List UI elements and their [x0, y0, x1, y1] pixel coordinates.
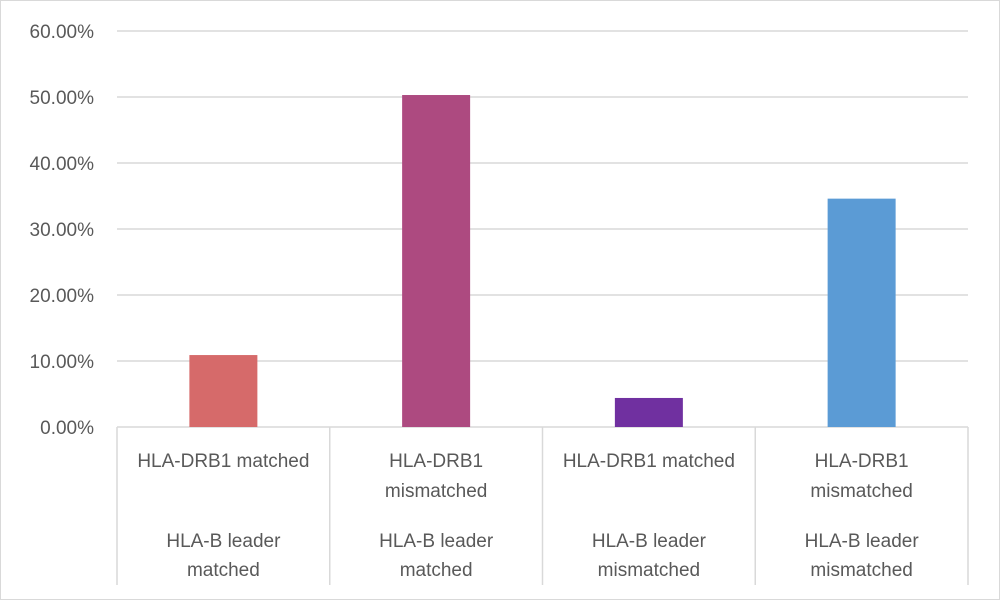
y-tick-label: 50.00%	[30, 88, 95, 109]
x-category-label: mismatched	[598, 560, 700, 581]
x-category-label: matched	[187, 560, 260, 581]
y-tick-label: 30.00%	[30, 220, 95, 241]
x-category-label: mismatched	[810, 560, 912, 581]
x-category-label: HLA-DRB1	[815, 451, 909, 472]
y-tick-label: 10.00%	[30, 352, 95, 373]
x-category-label: HLA-DRB1	[389, 451, 483, 472]
x-category-label: HLA-DRB1 matched	[137, 451, 309, 472]
y-tick-label: 40.00%	[30, 154, 95, 175]
y-tick-label: 0.00%	[40, 418, 94, 439]
bar	[402, 95, 471, 428]
bar	[189, 355, 258, 427]
x-category-label: mismatched	[385, 481, 487, 502]
y-tick-label: 20.00%	[30, 286, 95, 307]
x-category-label: HLA-B leader	[592, 531, 707, 552]
x-category-label: HLA-B leader	[166, 531, 281, 552]
x-category-label: mismatched	[810, 481, 912, 502]
bar	[614, 397, 683, 427]
x-category-label: HLA-B leader	[379, 531, 494, 552]
y-tick-label: 60.00%	[30, 22, 95, 43]
x-category-label: HLA-B leader	[805, 531, 920, 552]
x-category-label: matched	[400, 560, 473, 581]
bar	[827, 198, 896, 427]
x-category-label: HLA-DRB1 matched	[563, 451, 735, 472]
